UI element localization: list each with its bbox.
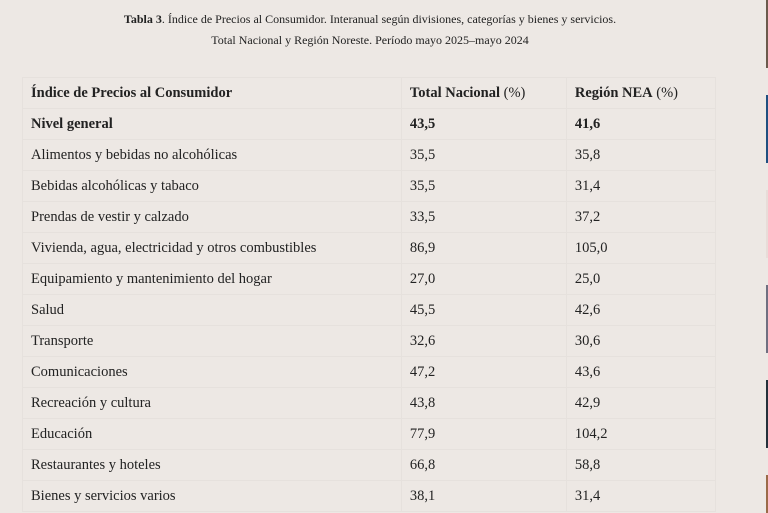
table-row: Recreación y cultura 43,8 42,9 <box>22 387 717 419</box>
total-nacional-value: 35,5 <box>400 139 567 171</box>
row-label: Transporte <box>22 325 402 357</box>
total-nacional-value: 66,8 <box>400 449 567 481</box>
total-nacional-value: 43,5 <box>400 108 567 140</box>
region-nea-value: 25,0 <box>565 263 717 295</box>
row-label: Bienes y servicios varios <box>22 480 402 512</box>
sidebar-thumbnail-image[interactable] <box>766 475 768 513</box>
region-nea-value: 58,8 <box>565 449 717 481</box>
total-nacional-value: 77,9 <box>400 418 567 450</box>
table-row: Equipamiento y mantenimiento del hogar 27… <box>22 263 717 295</box>
total-nacional-value: 86,9 <box>400 232 567 264</box>
caption-label: Tabla 3 <box>123 12 162 26</box>
table-row: Transporte 32,6 30,6 <box>22 325 717 357</box>
header-total-nacional-label: Total Nacional <box>409 84 501 101</box>
table-body: Nivel general 43,5 41,6 Alimentos y bebidas… <box>22 108 717 512</box>
header-region-nea: Región NEA (%) <box>565 77 717 109</box>
table-row: Nivel general 43,5 41,6 <box>22 108 717 140</box>
sidebar-thumbnail-strip <box>766 0 768 513</box>
header-total-nacional-unit: (%) <box>500 84 526 101</box>
region-nea-value: 104,2 <box>565 418 717 450</box>
sidebar-thumbnail-image[interactable] <box>766 190 768 258</box>
region-nea-value: 43,6 <box>565 356 717 388</box>
row-label: Recreación y cultura <box>22 387 402 419</box>
table-header-row: Índice de Precios al Consumidor Total Na… <box>22 77 717 109</box>
caption-line-1: Tabla 3. Índice de Precios al Consumidor… <box>0 9 740 30</box>
region-nea-value: 35,8 <box>565 139 717 171</box>
row-label: Comunicaciones <box>22 356 402 388</box>
table-row: Alimentos y bebidas no alcohólicas 35,5 35… <box>22 139 717 171</box>
row-label: Equipamiento y mantenimiento del hogar <box>22 263 402 295</box>
row-label: Alimentos y bebidas no alcohólicas <box>22 139 402 171</box>
table-row: Comunicaciones 47,2 43,6 <box>22 356 717 388</box>
sidebar-thumbnail-image[interactable] <box>766 0 768 68</box>
region-nea-value: 31,4 <box>565 170 717 202</box>
row-label: Nivel general <box>22 108 402 140</box>
region-nea-value: 37,2 <box>565 201 717 233</box>
table-row: Restaurantes y hoteles 66,8 58,8 <box>22 449 717 481</box>
region-nea-value: 41,6 <box>565 108 717 140</box>
table-row: Educación 77,9 104,2 <box>22 418 717 450</box>
total-nacional-value: 33,5 <box>400 201 567 233</box>
table-caption: Tabla 3. Índice de Precios al Consumidor… <box>0 9 740 51</box>
caption-title: . Índice de Precios al Consumidor. Inter… <box>161 12 617 26</box>
row-label: Educación <box>22 418 402 450</box>
region-nea-value: 31,4 <box>565 480 717 512</box>
header-region-nea-unit: (%) <box>652 84 679 101</box>
sidebar-thumbnail-image[interactable] <box>766 380 768 448</box>
table-row: Salud 45,5 42,6 <box>22 294 717 326</box>
row-label: Salud <box>22 294 402 326</box>
cpi-table: Índice de Precios al Consumidor Total Na… <box>22 77 717 512</box>
table-row: Bebidas alcohólicas y tabaco 35,5 31,4 <box>22 170 717 202</box>
table-row: Vivienda, agua, electricidad y otros com… <box>22 232 717 264</box>
total-nacional-value: 32,6 <box>400 325 567 357</box>
total-nacional-value: 38,1 <box>400 480 567 512</box>
table-row: Bienes y servicios varios 38,1 31,4 <box>22 480 717 512</box>
header-indice: Índice de Precios al Consumidor <box>22 77 402 109</box>
region-nea-value: 42,9 <box>565 387 717 419</box>
table-row: Prendas de vestir y calzado 33,5 37,2 <box>22 201 717 233</box>
total-nacional-value: 43,8 <box>400 387 567 419</box>
row-label: Bebidas alcohólicas y tabaco <box>22 170 402 202</box>
total-nacional-value: 47,2 <box>400 356 567 388</box>
region-nea-value: 105,0 <box>565 232 717 264</box>
region-nea-value: 42,6 <box>565 294 717 326</box>
row-label: Restaurantes y hoteles <box>22 449 402 481</box>
row-label: Prendas de vestir y calzado <box>22 201 402 233</box>
sidebar-thumbnail-image[interactable] <box>766 95 768 163</box>
header-total-nacional: Total Nacional (%) <box>400 77 567 109</box>
total-nacional-value: 27,0 <box>400 263 567 295</box>
total-nacional-value: 35,5 <box>400 170 567 202</box>
caption-line-2: Total Nacional y Región Noreste. Período… <box>211 33 529 47</box>
sidebar-thumbnail-image[interactable] <box>766 285 768 353</box>
header-region-nea-label: Región NEA <box>574 84 653 101</box>
total-nacional-value: 45,5 <box>400 294 567 326</box>
region-nea-value: 30,6 <box>565 325 717 357</box>
row-label: Vivienda, agua, electricidad y otros com… <box>22 232 402 264</box>
